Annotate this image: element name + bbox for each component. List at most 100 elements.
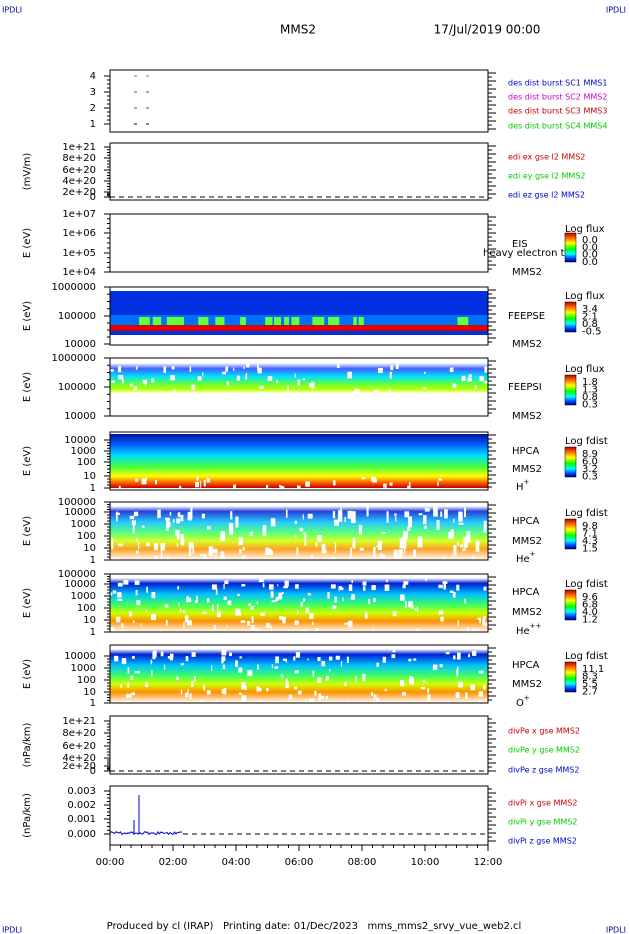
spectrogram-gap (176, 518, 181, 524)
spectrogram-gap (245, 363, 250, 368)
spectrogram-gap (266, 687, 269, 692)
spectrogram-gap (242, 555, 246, 560)
panel-frame (109, 785, 489, 846)
spectrogram-gap (160, 543, 165, 551)
spectrogram-gap (188, 542, 194, 548)
spectrogram (110, 578, 488, 632)
spectrogram-gap (334, 519, 340, 526)
spectrogram-gap (372, 627, 374, 632)
spectrogram-gap (392, 611, 397, 617)
y-tick-label: 1 (90, 698, 96, 709)
spectrogram-gap (436, 519, 440, 531)
spectrogram-gap (131, 520, 136, 526)
spectrogram-gap (180, 663, 185, 666)
spectrogram-gap (250, 606, 254, 610)
spectrogram-gap (377, 388, 379, 393)
spectrogram-gap (160, 651, 164, 657)
spectrogram-gap (294, 520, 297, 524)
spectrogram-gap (115, 512, 120, 515)
spectrogram-gap (170, 375, 175, 381)
spectrogram-gap (151, 670, 153, 677)
spectrogram-gap (383, 483, 387, 488)
spectrogram-burst (457, 317, 469, 325)
colorbar-label: 0.3 (582, 400, 598, 411)
spectrogram-gap (312, 670, 315, 678)
spectrogram-gap (294, 686, 298, 690)
colorbar-label: 0.0 (582, 235, 598, 246)
colorbar-label: 0.0 (582, 250, 598, 261)
spectrogram-gap (296, 610, 299, 615)
spectrogram-gap (381, 531, 386, 535)
spectrogram-gap (133, 620, 135, 624)
spectrogram-gap (127, 694, 132, 698)
spectrogram-gap (110, 369, 114, 372)
spectrogram-gap (334, 543, 337, 553)
spectrogram-gap (260, 612, 265, 616)
panel-frame (109, 573, 489, 633)
spectrogram-gap (129, 515, 135, 520)
instrument-label: MMS2 (512, 607, 542, 618)
spectrogram-gap (402, 531, 408, 540)
spectrogram-gap (256, 664, 259, 670)
spectrogram-gap (141, 478, 147, 485)
spectrogram-gap (438, 584, 443, 589)
spectrogram-gap (196, 595, 198, 603)
y-tick-label: 100000 (58, 311, 96, 322)
y-tick-label: 1e+07 (62, 209, 96, 220)
spectrogram-gap (177, 586, 180, 590)
y-tick-label: 1000 (71, 591, 96, 602)
spectrogram-gap (247, 670, 253, 677)
legend-entry: divPi z gse MMS2 (508, 837, 577, 846)
spectrogram-gap (309, 613, 314, 619)
spectrogram-gap (206, 478, 211, 483)
spectrogram-gap (225, 366, 229, 372)
spectrogram-gap (347, 510, 352, 519)
spectrogram-gap (202, 372, 204, 377)
spectrogram-gap (394, 513, 397, 516)
spectrogram-gap (348, 584, 353, 592)
panel-frame (109, 501, 489, 561)
spectrogram-gap (165, 517, 170, 521)
y-tick-label: 1 (90, 555, 96, 566)
spectrogram-gap (207, 526, 211, 530)
spectrogram-gap (407, 526, 411, 531)
spectrogram-gap (172, 519, 175, 523)
spectrogram-gap (149, 397, 153, 401)
corner-label: IPDLI (606, 926, 626, 934)
spectrogram-gap (220, 551, 225, 559)
x-tick-label: 00:00 (96, 857, 125, 868)
instrument-label: HPCA (512, 587, 540, 598)
spectrogram-gap (278, 592, 283, 600)
spectrogram-gap (468, 654, 471, 658)
spectrogram-gap (175, 676, 179, 680)
spectrogram-gap (135, 550, 139, 554)
spectrogram-gap (185, 656, 189, 662)
spectrogram-gap (476, 628, 480, 632)
y-axis-label: (mV/m) (22, 153, 33, 191)
spectrogram-gap (477, 617, 481, 621)
spectrogram-gap (232, 484, 237, 491)
spectrogram-gap (111, 537, 114, 550)
spectrogram-gap (347, 371, 352, 379)
spectrogram-gap (305, 607, 309, 614)
spectrogram-gap (444, 509, 448, 519)
spectrogram-gap (399, 537, 404, 549)
spectrogram-gap (295, 584, 299, 589)
spectrogram-gap (371, 585, 376, 591)
spectrogram-gap (352, 391, 356, 394)
spectrogram-gap (338, 586, 340, 592)
y-tick-label: 2 (90, 103, 96, 114)
y-tick-label: 0 (90, 192, 96, 203)
spectrogram-gap (216, 604, 219, 611)
spectrogram-gap (251, 616, 254, 623)
spectrogram-gap (334, 596, 337, 603)
spectrogram-gap (164, 604, 169, 608)
spectrogram-gap (160, 549, 163, 560)
spectrogram-gap (266, 622, 270, 628)
species-sup: + (524, 694, 530, 702)
spectrogram-gap (463, 536, 468, 548)
spectrogram-gap (118, 543, 123, 547)
spectrogram-gap (215, 551, 217, 557)
spectrogram-gap (445, 652, 450, 655)
colorbar-label: 2.1 (582, 312, 598, 323)
